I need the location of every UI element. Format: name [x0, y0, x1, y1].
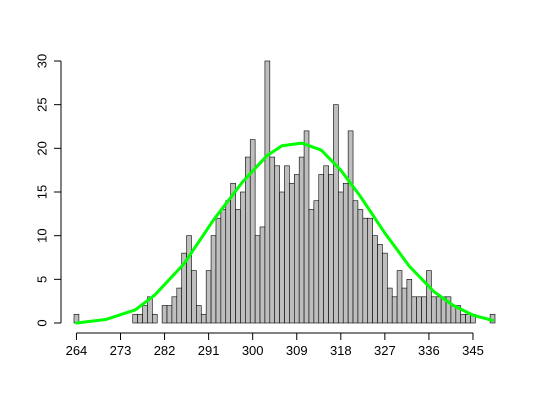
histogram-bar	[352, 200, 359, 324]
histogram-bar	[435, 296, 442, 324]
x-tick-label: 300	[242, 343, 264, 358]
histogram-bar	[259, 226, 266, 324]
x-tick-label: 309	[286, 343, 308, 358]
histogram-bar	[298, 156, 305, 324]
x-tick-label: 327	[374, 343, 396, 358]
histogram-bar	[367, 217, 373, 324]
histogram-bar	[289, 182, 295, 324]
histogram-bar	[284, 165, 290, 324]
histogram-bar	[230, 182, 236, 324]
histogram-bar	[152, 313, 158, 324]
histogram-bar	[347, 130, 354, 324]
histogram-bar	[401, 287, 408, 324]
histogram-bar	[460, 313, 466, 324]
histogram-bar	[293, 174, 300, 324]
histogram-bar	[342, 182, 349, 324]
histogram-bar	[269, 156, 276, 324]
histogram-bar	[450, 305, 457, 324]
histogram-bar	[377, 244, 383, 324]
x-tick-label: 264	[66, 343, 88, 358]
histogram-bar	[386, 287, 393, 324]
histogram-bar	[382, 252, 388, 324]
x-tick-label: 273	[110, 343, 132, 358]
histogram-bar	[137, 313, 143, 324]
histogram-bar	[171, 296, 178, 324]
histogram-bar	[161, 305, 168, 324]
histogram-bar	[323, 165, 329, 324]
histogram-bar	[308, 209, 315, 324]
x-tick-label: 291	[198, 343, 220, 358]
histogram-bar	[205, 270, 212, 324]
histogram-bar	[220, 209, 227, 324]
histogram-bars	[73, 60, 496, 324]
histogram-bar	[166, 305, 173, 324]
y-tick-label: 15	[35, 185, 50, 199]
density-curve	[74, 141, 495, 325]
histogram-bar	[225, 200, 231, 324]
x-tick-label: 336	[418, 343, 440, 358]
histogram-bar	[254, 235, 261, 324]
x-tick-label: 282	[154, 343, 176, 358]
y-tick-label: 5	[35, 276, 50, 283]
y-tick-label: 20	[35, 141, 50, 155]
histogram-bar	[431, 296, 437, 324]
x-tick-label: 345	[462, 343, 484, 358]
histogram-bar	[411, 296, 417, 324]
histogram-bar	[391, 296, 398, 324]
histogram-bar	[421, 296, 427, 324]
y-tick-label: 25	[35, 97, 50, 111]
histogram-bar	[465, 313, 471, 324]
histogram-bar	[416, 296, 422, 324]
histogram-bar	[279, 191, 285, 324]
histogram-bar	[200, 313, 207, 324]
histogram-bar	[245, 156, 251, 324]
x-axis: 264 273 282 291 300 309 318 327 336 345	[66, 332, 484, 358]
histogram-bar	[176, 287, 183, 324]
y-tick-label: 30	[35, 54, 50, 68]
histogram-bar	[303, 130, 310, 324]
histogram-bar	[240, 191, 246, 324]
histogram-bar	[318, 174, 324, 324]
histogram-bar	[147, 296, 153, 324]
histogram-bar	[362, 217, 369, 324]
histogram-bar	[274, 165, 280, 324]
histogram-bar	[264, 60, 271, 324]
histogram-bar	[328, 174, 334, 324]
histogram-bar	[132, 313, 138, 324]
y-tick-label: 0	[35, 319, 50, 326]
histogram-bar	[357, 209, 364, 324]
histogram-bar	[215, 217, 222, 324]
histogram-bar	[142, 305, 148, 324]
histogram-bar	[333, 104, 339, 324]
histogram-bar	[235, 209, 241, 324]
y-tick-label: 10	[35, 228, 50, 242]
x-tick-label: 318	[330, 343, 352, 358]
histogram-bar	[249, 139, 256, 324]
histogram-bar	[191, 270, 197, 324]
histogram-bar	[313, 200, 320, 324]
histogram-bar	[338, 191, 344, 324]
histogram-bar	[210, 235, 217, 324]
histogram-bar	[426, 270, 432, 324]
y-axis: 0 5 10 15 20 25 30	[35, 54, 62, 327]
histogram-bar	[372, 235, 378, 324]
histogram-bar	[196, 305, 202, 324]
histogram-bar	[186, 235, 192, 324]
histogram-bar	[396, 270, 403, 324]
histogram-bar	[406, 279, 413, 324]
